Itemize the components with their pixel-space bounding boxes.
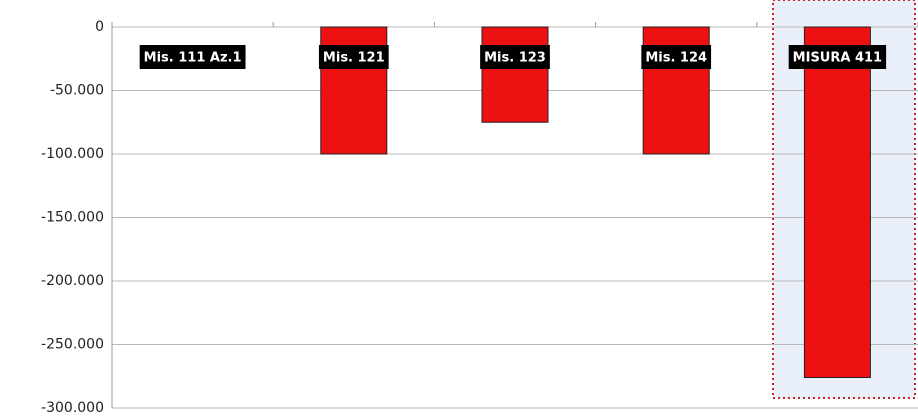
y-tick-label: -100.000 bbox=[41, 146, 104, 162]
y-tick-label: -200.000 bbox=[41, 273, 104, 289]
category-label: Mis. 123 bbox=[484, 51, 546, 66]
category-label-box bbox=[480, 45, 550, 69]
y-tick-label: 0 bbox=[95, 19, 104, 35]
category-label-box bbox=[139, 45, 246, 69]
y-tick-label: -250.000 bbox=[41, 337, 104, 353]
y-tick-label: -150.000 bbox=[41, 210, 104, 226]
bar bbox=[803, 26, 871, 379]
bar bbox=[481, 26, 549, 123]
category-label-box bbox=[788, 45, 887, 69]
category-label: Mis. 124 bbox=[645, 51, 707, 66]
category-label: MISURA 411 bbox=[793, 51, 882, 66]
y-tick-label: -50.000 bbox=[50, 83, 104, 99]
y-tick-label: -300.000 bbox=[41, 400, 104, 416]
category-label: Mis. 121 bbox=[323, 51, 385, 66]
category-label-box bbox=[318, 45, 389, 69]
category-label-box bbox=[641, 45, 712, 69]
category-label: Mis. 111 Az.1 bbox=[144, 51, 242, 66]
